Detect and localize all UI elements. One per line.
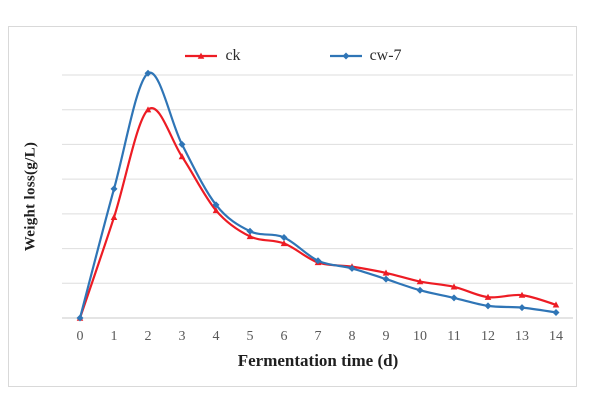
series-cw-7-marker <box>416 286 424 294</box>
series-cw-7-marker <box>348 264 356 272</box>
legend-label: ck <box>225 47 241 64</box>
series-cw-7-marker <box>178 140 186 148</box>
legend-swatch-triangle-icon <box>185 52 218 59</box>
series-cw-7-marker <box>76 314 84 322</box>
series-ck-marker <box>450 283 458 290</box>
series-cw-7-marker <box>484 302 492 310</box>
series-ck-line <box>78 106 558 320</box>
series-cw-7-marker <box>518 304 526 312</box>
series-ck-marker <box>382 269 390 276</box>
series-ck-marker <box>280 239 288 247</box>
legend-swatch-diamond-icon <box>329 52 362 60</box>
y-axis-title: Weight loss(g/L) <box>22 141 39 252</box>
legend-item-ck: ck <box>184 47 241 64</box>
series-ck-marker <box>144 106 152 113</box>
series-cw-7-marker <box>280 233 288 241</box>
legend: ck cw-7 <box>8 45 578 67</box>
series-cw-7-line <box>78 71 558 320</box>
series-cw-7-marker <box>144 69 152 77</box>
series-ck-marker <box>110 213 118 221</box>
legend-item-cw-7: cw-7 <box>329 48 402 64</box>
series-ck-marker <box>212 206 220 214</box>
series-cw-7-marker <box>552 308 560 316</box>
series-cw-7-marker <box>246 227 254 235</box>
series-ck-marker <box>484 293 492 300</box>
series-cw-7-marker <box>212 201 220 209</box>
series-ck-marker <box>518 291 526 298</box>
series-cw-7-marker <box>382 275 390 283</box>
chart-frame <box>8 26 577 387</box>
series-ck-marker <box>246 233 254 240</box>
x-axis-title: Fermentation time (d) <box>237 351 399 370</box>
series-ck-marker <box>552 301 560 308</box>
series-cw-7-marker <box>314 257 322 265</box>
series-ck-marker <box>178 153 186 160</box>
legend-label: cw-7 <box>369 47 402 64</box>
series-cw-7-marker <box>110 185 118 193</box>
series-cw-7-marker <box>450 294 458 302</box>
series-ck-marker <box>416 278 424 285</box>
